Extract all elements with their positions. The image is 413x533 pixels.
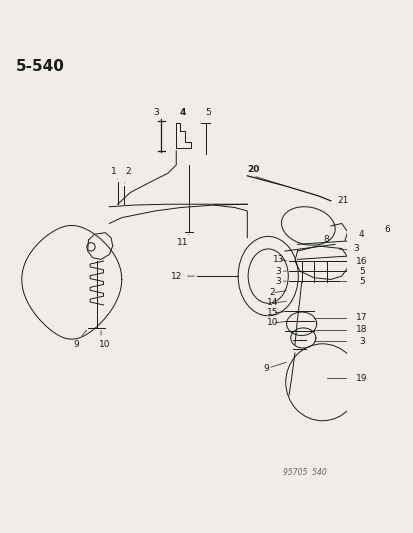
Text: 13: 13 bbox=[272, 255, 283, 264]
Text: 9: 9 bbox=[263, 364, 269, 373]
Text: 2: 2 bbox=[269, 288, 275, 297]
Text: 3: 3 bbox=[275, 266, 280, 276]
Text: 11: 11 bbox=[177, 238, 188, 247]
Text: 18: 18 bbox=[355, 325, 367, 334]
Text: 8: 8 bbox=[323, 235, 329, 244]
Text: 3: 3 bbox=[153, 108, 159, 117]
Text: 9: 9 bbox=[73, 340, 78, 349]
Text: 10: 10 bbox=[266, 318, 278, 327]
Text: 3: 3 bbox=[275, 277, 280, 286]
Text: 17: 17 bbox=[355, 313, 367, 322]
Text: 16: 16 bbox=[355, 256, 367, 265]
Text: 2: 2 bbox=[126, 167, 131, 176]
Text: 12: 12 bbox=[170, 272, 181, 280]
Text: 5-540: 5-540 bbox=[16, 59, 64, 74]
Text: 14: 14 bbox=[266, 298, 278, 308]
Text: 4: 4 bbox=[179, 108, 186, 117]
Text: 5: 5 bbox=[358, 266, 364, 276]
Text: 3: 3 bbox=[358, 337, 364, 346]
Text: 3: 3 bbox=[352, 244, 358, 253]
Text: 15: 15 bbox=[266, 309, 278, 317]
Text: 10: 10 bbox=[99, 340, 111, 349]
Text: 19: 19 bbox=[355, 374, 367, 383]
Text: 20: 20 bbox=[247, 165, 259, 174]
Text: 4: 4 bbox=[358, 230, 364, 239]
Text: 5: 5 bbox=[358, 277, 364, 286]
Text: 21: 21 bbox=[337, 196, 348, 205]
Text: 1: 1 bbox=[110, 167, 116, 176]
Text: 5: 5 bbox=[205, 108, 210, 117]
Text: 6: 6 bbox=[384, 225, 390, 234]
Text: 95705  540: 95705 540 bbox=[282, 468, 326, 477]
